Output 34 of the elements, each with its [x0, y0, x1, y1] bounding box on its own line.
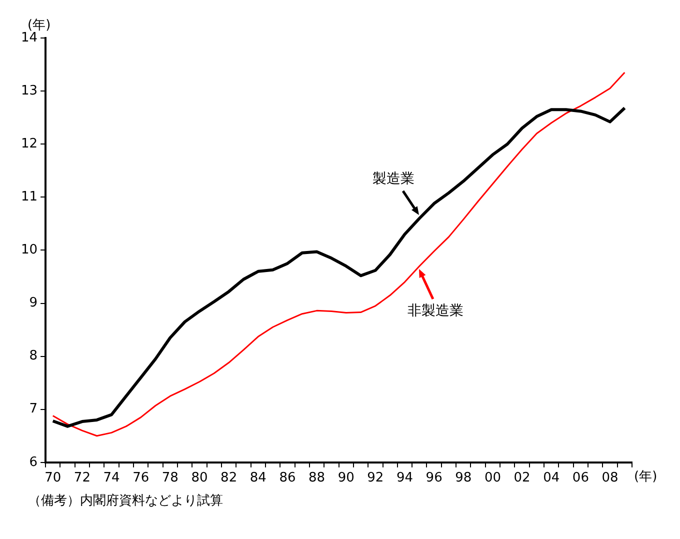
x-tick-label: 76	[132, 470, 150, 486]
x-tick-label: 96	[426, 470, 442, 486]
text: （備考）内閣府資料などより試算	[28, 492, 223, 508]
y-tick-label: 11	[20, 190, 38, 205]
x-tick-label: 94	[396, 470, 414, 486]
x-tick-label: 90	[338, 470, 354, 486]
x-tick-label: 72	[74, 470, 90, 486]
x-tick-label: 02	[514, 470, 530, 486]
x-tick-label: 08	[602, 470, 618, 486]
x-tick-label: 88	[308, 470, 326, 486]
y-tick-label: 6	[29, 454, 38, 470]
y-tick-label: 7	[29, 402, 38, 417]
x-tick-label: 80	[191, 470, 208, 486]
x-tick-label: 82	[220, 470, 238, 486]
x-tick-label: 78	[162, 470, 178, 486]
x-tick-label: 00	[484, 470, 501, 486]
y-tick-label: 14	[20, 30, 38, 46]
x-tick-label: 98	[455, 470, 472, 486]
x-tick-label: 06	[572, 470, 589, 486]
x-tick-label: 86	[279, 470, 296, 486]
x-tick-label: 04	[543, 470, 560, 486]
y-tick-label: 10	[20, 242, 38, 258]
y-axis-title: (年)	[28, 18, 51, 33]
series-label: 製造業	[372, 171, 414, 188]
y-tick-label: 13	[20, 83, 38, 98]
x-tick-label: 92	[367, 470, 384, 486]
x-tick-label: 84	[250, 470, 266, 486]
y-tick-label: 12	[20, 136, 38, 152]
y-tick-label: 9	[29, 296, 38, 311]
y-tick-label: 8	[29, 348, 38, 364]
x-tick-label: 70	[44, 470, 62, 486]
x-tick-label: 74	[103, 470, 120, 486]
x-axis-title: (年)	[634, 469, 658, 484]
legend-label: 非製造業	[407, 302, 464, 319]
